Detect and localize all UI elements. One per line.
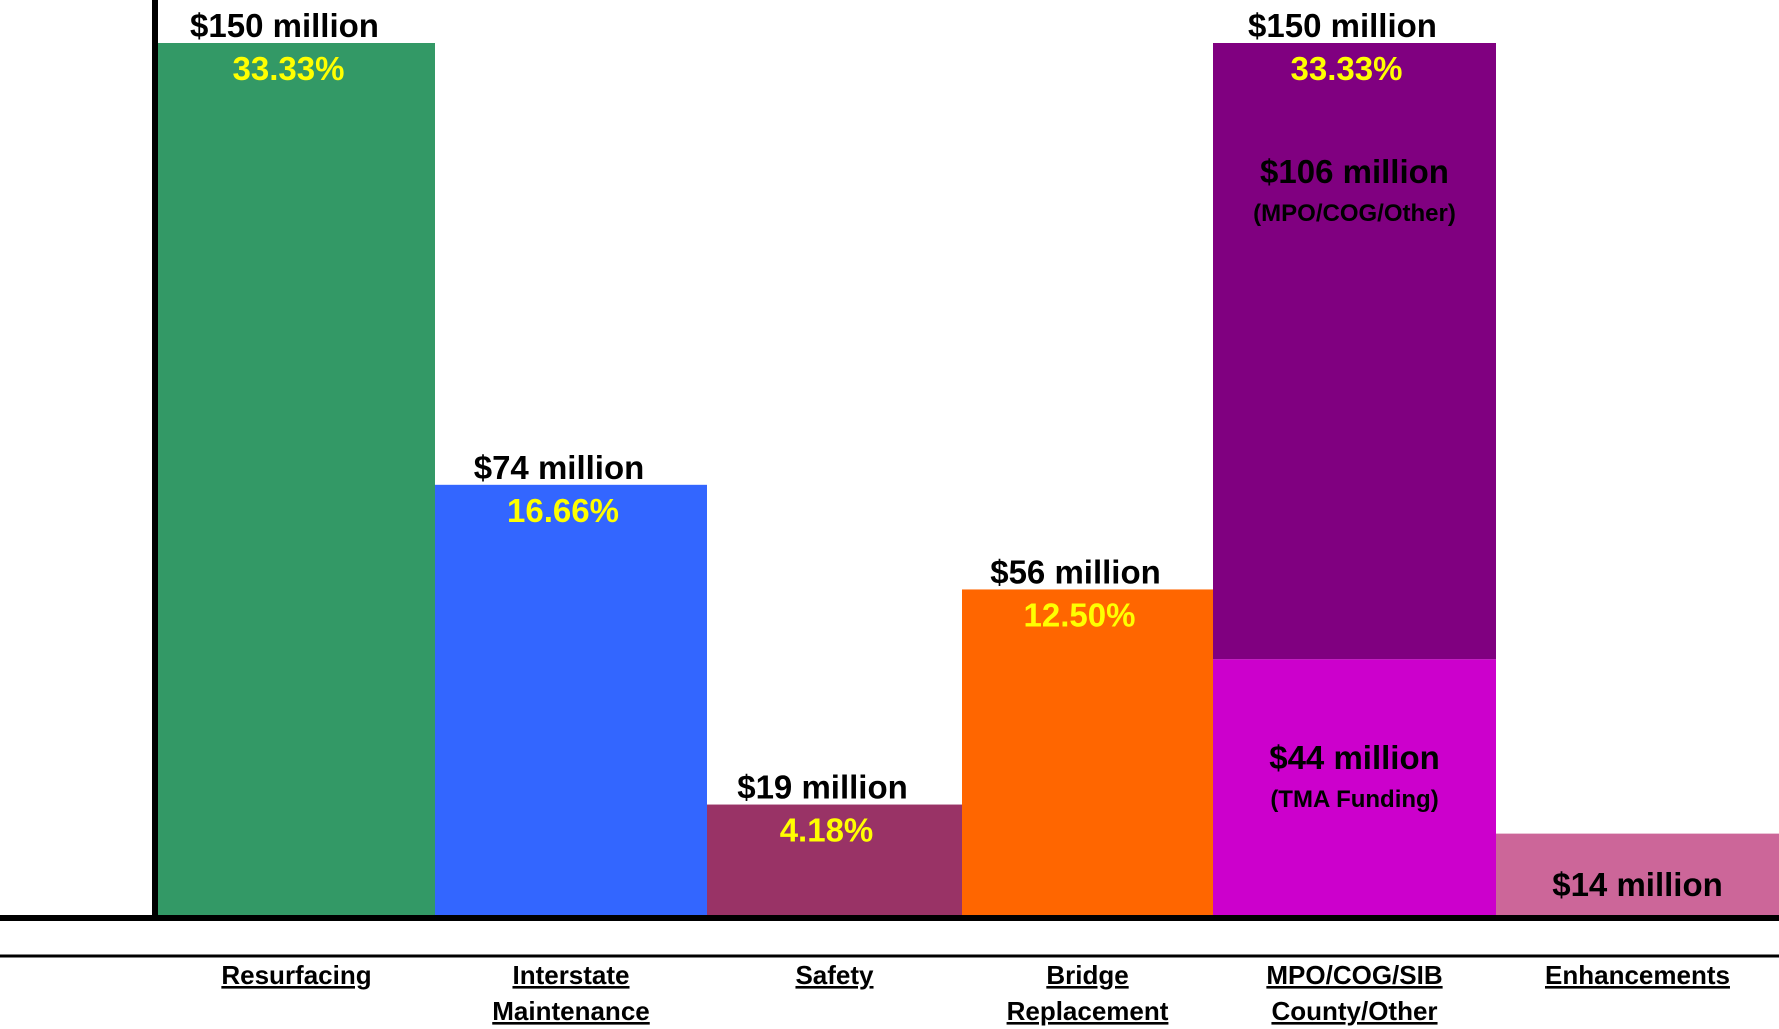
segment-value-label: $44 million: [1269, 739, 1440, 776]
category-label: Bridge: [1046, 960, 1128, 990]
labels-layer: $150 million 33.33% $74 million 16.66% $19 m…: [190, 7, 1723, 903]
segment-value-label: $14 million: [1552, 866, 1723, 903]
bar-total-label: $150 million: [1248, 7, 1437, 44]
category-labels: Resurfacing Interstate Maintenance Safety Br…: [221, 960, 1730, 1026]
bar-total-label: $19 million: [737, 769, 908, 806]
bar-percent-label: 4.18%: [780, 812, 874, 849]
bar-percent-label: 33.33%: [233, 50, 345, 87]
bar-total-label: $74 million: [474, 449, 645, 486]
bar-segment: [1213, 659, 1496, 915]
category-label: Replacement: [1007, 996, 1169, 1026]
category-label: Resurfacing: [221, 960, 371, 990]
bar-segment: [962, 589, 1213, 915]
bar-segment: [1496, 833, 1779, 915]
bar-percent-label: 16.66%: [507, 492, 619, 529]
bar-segment: [158, 43, 435, 915]
bars-layer: [158, 43, 1779, 915]
bar-segment: [1213, 43, 1496, 660]
category-label: County/Other: [1271, 996, 1437, 1026]
bar-segment: [707, 804, 962, 915]
category-label: Safety: [795, 960, 874, 990]
segment-note-label: (MPO/COG/Other): [1253, 200, 1456, 227]
segment-note-label: (TMA Funding): [1270, 786, 1438, 813]
category-label: Enhancements: [1545, 960, 1730, 990]
bar-total-label: $150 million: [190, 7, 379, 44]
bar-percent-label: 12.50%: [1024, 596, 1136, 633]
category-label: MPO/COG/SIB: [1266, 960, 1442, 990]
category-label: Maintenance: [492, 996, 650, 1026]
bar-percent-label: 33.33%: [1291, 50, 1403, 87]
bar-segment: [435, 484, 707, 915]
category-label: Interstate: [512, 960, 629, 990]
bar-total-label: $56 million: [990, 553, 1161, 590]
segment-value-label: $106 million: [1260, 153, 1449, 190]
